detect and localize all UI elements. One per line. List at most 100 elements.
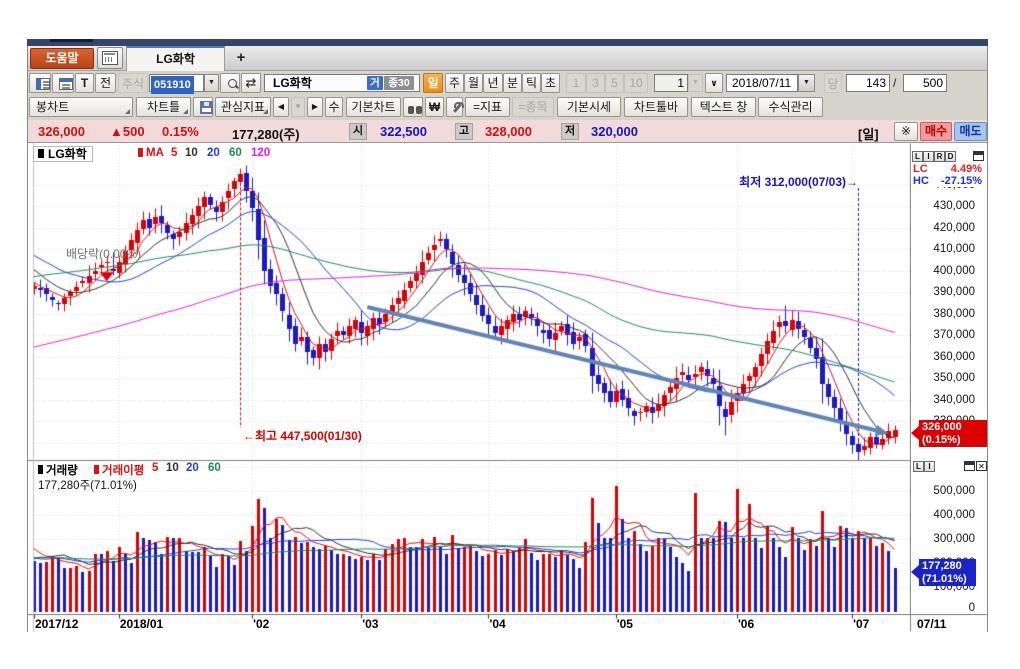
binocular-icon — [408, 104, 422, 115]
tab-lg-chem[interactable]: LG화학 — [126, 46, 225, 71]
stock-code-input[interactable]: 051910 — [149, 74, 204, 94]
prev-button[interactable]: ◀ — [273, 97, 289, 117]
volume-value: 177,280(주) — [232, 127, 300, 142]
price-change-pct: 0.15% — [162, 124, 199, 139]
period-button-4[interactable]: 년 — [483, 73, 503, 93]
add-tab-button[interactable]: + — [236, 49, 246, 66]
price-axis-label-340000: 340,000 — [933, 393, 975, 406]
stop-icon: ■ — [295, 103, 301, 110]
volume-legend-label: 거래량 — [46, 465, 78, 477]
current-price-marker: 326,000 (0.15%) — [911, 420, 987, 447]
formula-manager-button[interactable]: 수식관리 — [758, 97, 823, 117]
price-marker-arrow — [911, 426, 919, 440]
current-price: 326,000 — [38, 124, 85, 139]
refresh-button[interactable]: ⇄ — [241, 73, 261, 93]
won-button[interactable]: ₩ — [425, 97, 444, 117]
stock-kind-label: 주식 — [118, 73, 148, 93]
dropdown-icon-disabled: ▼ — [692, 79, 699, 86]
high-price: 328,000 — [485, 124, 532, 139]
chart-window-icon — [102, 51, 118, 65]
high-annotation: ←최고 447,500(01/30) — [243, 429, 362, 443]
month-label-7: '06 — [737, 617, 755, 631]
chart-toolbar-button[interactable]: 차트툴바 — [624, 97, 688, 117]
refresh-icon: ⇄ — [245, 75, 257, 90]
fav-indicator-dropdown[interactable]: 관심지표 — [215, 97, 271, 117]
chart-frame-dropdown[interactable]: 차트틀 — [136, 97, 191, 117]
stock-code-selected-text: 051910 — [151, 76, 194, 94]
collapse-button[interactable]: ∨ — [705, 73, 723, 93]
interval-input[interactable]: 1 — [654, 74, 688, 92]
save-button[interactable] — [193, 97, 213, 117]
search-icon — [227, 78, 239, 90]
chart-window-button[interactable] — [97, 47, 123, 69]
badge-geo[interactable]: 거 — [367, 76, 383, 90]
chart-type-dropdown[interactable]: 봉차트 — [29, 97, 133, 117]
text-tool-button[interactable]: T — [75, 73, 94, 93]
text-window-button[interactable]: 텍스트 창 — [691, 97, 756, 117]
low-price: 320,000 — [591, 124, 638, 139]
volume-marker-arrow — [911, 565, 919, 579]
price-marker-value: 326,000 — [922, 421, 962, 433]
last-date-label: 07/11 — [917, 617, 947, 631]
period-button-5[interactable]: 분 — [503, 73, 522, 93]
eq-indicator-button[interactable]: =지표 — [465, 97, 510, 117]
layout-top-button[interactable] — [52, 73, 74, 93]
reference-button[interactable]: ※ — [894, 122, 918, 141]
price-axis-label-380000: 380,000 — [933, 307, 975, 320]
buy-button[interactable]: 매수 — [920, 122, 952, 141]
bar-total-input[interactable]: 500 — [903, 74, 947, 92]
layout-left-button[interactable] — [29, 73, 51, 93]
volume-ma-period-label-20: 20 — [186, 462, 199, 474]
low-label: 저 — [561, 123, 579, 140]
volume-legend-square — [38, 465, 43, 474]
month-label-1: 2017/12 — [35, 617, 79, 631]
price-axis-label-390000: 390,000 — [933, 286, 975, 298]
pane-button-I[interactable]: I — [923, 151, 934, 162]
minute-preset-1: 1 — [566, 73, 586, 93]
price-axis-label-360000: 360,000 — [933, 350, 975, 363]
su-button[interactable]: 수 — [325, 97, 343, 117]
help-button[interactable]: 도움말 — [30, 48, 94, 69]
volume-close-icon[interactable]: ✕ — [976, 461, 987, 471]
ma-period-label-60: 60 — [229, 147, 242, 159]
stop-button: ■ — [291, 97, 305, 117]
period-button-1[interactable]: 일 — [423, 73, 443, 93]
minute-preset-3: 3 — [586, 73, 605, 93]
basic-price-button[interactable]: 기본시세 — [557, 97, 621, 117]
tool-button[interactable] — [403, 97, 423, 117]
wrench-button[interactable] — [446, 97, 464, 117]
sell-button[interactable]: 매도 — [954, 122, 987, 141]
pane-button-D[interactable]: D — [945, 151, 956, 162]
pane-button-R[interactable]: R — [934, 151, 945, 162]
stock-code-dropdown[interactable]: ▼ — [204, 74, 219, 92]
volume-marker-value: 177,280 — [922, 560, 962, 572]
chart-area[interactable] — [28, 143, 987, 632]
pane-button-L[interactable]: L — [912, 151, 923, 162]
open-price: 322,500 — [380, 124, 427, 139]
volume-pane-button-L[interactable]: L — [913, 461, 924, 472]
lc-row: LC 4.49% — [913, 163, 985, 175]
search-button[interactable] — [220, 73, 240, 93]
next-icon: ▶ — [311, 102, 319, 111]
date-input[interactable]: 2018/07/11 — [726, 74, 798, 92]
period-button-3[interactable]: 월 — [464, 73, 483, 93]
volume-axis-label-0: 0 — [968, 602, 975, 614]
ma-period-label-20: 20 — [207, 147, 220, 159]
period-button-6[interactable]: 틱 — [522, 73, 541, 93]
period-button-7[interactable]: 초 — [541, 73, 560, 93]
date-dropdown[interactable]: ▼ — [798, 74, 815, 92]
jeon-button[interactable]: 전 — [95, 73, 116, 93]
hc-row: HC -27.15% — [913, 175, 985, 187]
hc-value: -27.15% — [941, 175, 982, 187]
basic-chart-button[interactable]: 기본차트 — [346, 97, 401, 117]
period-button-2[interactable]: 주 — [445, 73, 464, 93]
ma-period-label-10: 10 — [185, 147, 198, 159]
volume-pane-button-I[interactable]: I — [924, 461, 935, 472]
restore-window-icon[interactable] — [973, 151, 984, 161]
window-top-bar — [27, 39, 988, 46]
current-volume-marker: 177,280 (71.01%) — [911, 559, 976, 586]
next-button[interactable]: ▶ — [307, 97, 323, 117]
bar-count-input[interactable]: 143 — [846, 74, 890, 92]
badge-jong30[interactable]: 종30 — [384, 76, 414, 90]
volume-restore-icon[interactable] — [964, 461, 975, 471]
